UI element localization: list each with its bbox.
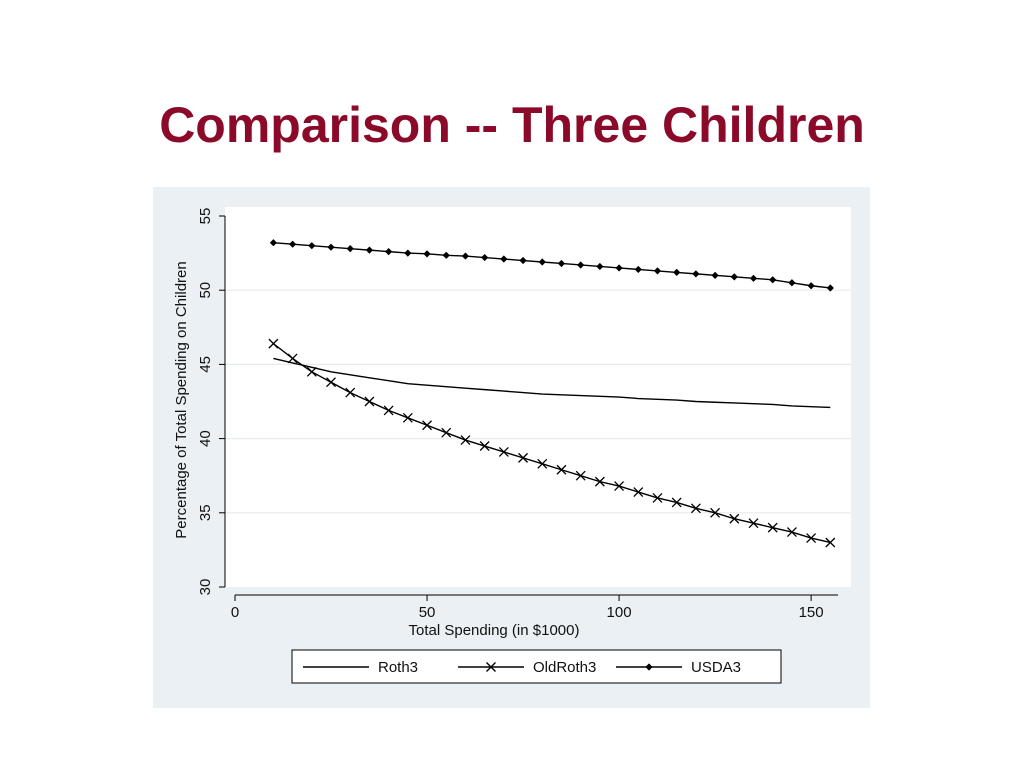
data-point-usda3 bbox=[653, 267, 662, 275]
data-point-usda3 bbox=[365, 246, 374, 254]
data-point-usda3 bbox=[788, 279, 796, 287]
data-point-usda3 bbox=[673, 268, 681, 276]
series-oldroth3 bbox=[268, 338, 836, 548]
data-point-usda3 bbox=[481, 253, 489, 262]
data-point-oldroth3 bbox=[537, 458, 548, 469]
data-point-oldroth3 bbox=[518, 452, 529, 463]
legend-label: Roth3 bbox=[378, 659, 418, 676]
data-point-oldroth3 bbox=[748, 518, 759, 529]
x-axis-ticks: 0 50 100 150 bbox=[231, 595, 824, 621]
data-point-usda3 bbox=[634, 265, 642, 274]
series-line-oldroth3 bbox=[272, 343, 831, 544]
legend-label: OldRoth3 bbox=[533, 659, 596, 676]
legend-marker bbox=[486, 662, 496, 672]
data-point-oldroth3 bbox=[575, 470, 586, 481]
data-point-usda3 bbox=[404, 249, 412, 257]
data-point-usda3 bbox=[730, 273, 738, 281]
data-point-usda3 bbox=[596, 262, 604, 271]
data-point-oldroth3 bbox=[652, 493, 663, 503]
data-point-oldroth3 bbox=[594, 476, 605, 487]
data-point-oldroth3 bbox=[710, 507, 721, 518]
data-point-oldroth3 bbox=[441, 427, 452, 438]
x-tick-label: 150 bbox=[799, 604, 824, 621]
y-tick-label: 30 bbox=[197, 579, 214, 596]
x-tick-label: 100 bbox=[607, 604, 632, 621]
data-point-oldroth3 bbox=[767, 522, 778, 533]
data-point-oldroth3 bbox=[326, 377, 336, 388]
y-axis-ticks: 30 35 40 45 50 55 bbox=[197, 208, 225, 596]
y-tick-label: 45 bbox=[197, 356, 214, 373]
data-point-usda3 bbox=[327, 243, 335, 251]
data-point-oldroth3 bbox=[786, 527, 797, 538]
data-point-oldroth3 bbox=[345, 387, 356, 398]
data-point-oldroth3 bbox=[306, 366, 317, 377]
series-roth3 bbox=[273, 357, 831, 409]
data-point-oldroth3 bbox=[806, 533, 817, 543]
slide-title: Comparison -- Three Children bbox=[159, 97, 865, 153]
data-point-oldroth3 bbox=[690, 503, 701, 514]
y-tick-label: 35 bbox=[197, 504, 214, 521]
legend-box bbox=[291, 649, 782, 684]
data-point-oldroth3 bbox=[614, 481, 625, 492]
legend: Roth3 OldRoth3 USDA3 bbox=[291, 649, 782, 684]
data-point-usda3 bbox=[615, 264, 623, 272]
x-tick-label: 0 bbox=[231, 604, 239, 621]
data-point-oldroth3 bbox=[364, 396, 375, 407]
series-line-roth3 bbox=[273, 357, 831, 409]
data-point-oldroth3 bbox=[460, 435, 471, 446]
data-point-usda3 bbox=[423, 250, 431, 258]
data-point-usda3 bbox=[577, 261, 585, 269]
data-point-usda3 bbox=[461, 252, 470, 260]
line-chart: 30 35 40 45 50 55 0 50 100 150 Percentage of Tot… bbox=[173, 207, 851, 684]
data-point-oldroth3 bbox=[498, 446, 509, 457]
legend-item-oldroth3: OldRoth3 bbox=[458, 659, 596, 676]
legend-item-usda3: USDA3 bbox=[616, 659, 741, 676]
data-point-usda3 bbox=[538, 258, 546, 266]
data-point-oldroth3 bbox=[671, 497, 682, 508]
y-tick-label: 55 bbox=[197, 208, 214, 225]
data-point-oldroth3 bbox=[633, 487, 644, 497]
x-axis-label: Total Spending (in $1000) bbox=[409, 622, 580, 639]
data-point-usda3 bbox=[442, 251, 450, 259]
data-point-oldroth3 bbox=[479, 441, 490, 451]
data-point-oldroth3 bbox=[402, 412, 413, 423]
legend-label: USDA3 bbox=[691, 659, 741, 676]
data-point-oldroth3 bbox=[383, 405, 394, 416]
grid-lines bbox=[225, 289, 851, 514]
y-tick-label: 40 bbox=[197, 430, 214, 447]
x-tick-label: 50 bbox=[419, 604, 436, 621]
chart-panel: 30 35 40 45 50 55 0 50 100 150 Percentage of Tot… bbox=[153, 187, 870, 708]
data-point-oldroth3 bbox=[422, 420, 432, 431]
data-point-oldroth3 bbox=[825, 537, 836, 548]
legend-item-roth3: Roth3 bbox=[303, 659, 418, 676]
y-axis-label: Percentage of Total Spending on Children bbox=[173, 261, 190, 538]
plot-area bbox=[225, 207, 851, 587]
data-point-oldroth3 bbox=[729, 513, 740, 524]
data-point-usda3 bbox=[749, 274, 758, 282]
data-point-usda3 bbox=[269, 239, 278, 247]
y-tick-label: 50 bbox=[197, 282, 214, 299]
data-point-oldroth3 bbox=[268, 338, 279, 349]
legend-items: Roth3 OldRoth3 USDA3 bbox=[303, 659, 741, 676]
legend-marker bbox=[645, 663, 653, 671]
data-point-usda3 bbox=[826, 284, 834, 292]
data-point-oldroth3 bbox=[556, 464, 567, 475]
data-point-oldroth3 bbox=[287, 353, 298, 364]
